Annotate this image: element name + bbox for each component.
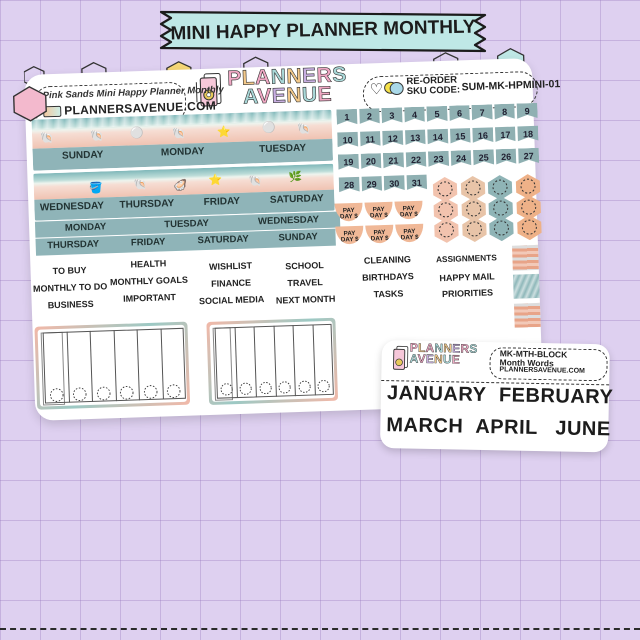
svg-text:⭐: ⭐ — [208, 173, 222, 186]
svg-text:🐚: 🐚 — [40, 131, 54, 144]
svg-text:🪣: 🪣 — [89, 181, 103, 194]
svg-text:🐚: 🐚 — [297, 122, 311, 135]
svg-text:⭐: ⭐ — [217, 125, 231, 138]
svg-text:🌿: 🌿 — [288, 170, 302, 183]
svg-text:🐚: 🐚 — [172, 127, 186, 140]
svg-text:🐚: 🐚 — [134, 178, 148, 191]
svg-text:⚪: ⚪ — [130, 126, 144, 139]
svg-text:🐚: 🐚 — [248, 174, 262, 187]
svg-text:⚪: ⚪ — [262, 121, 276, 134]
svg-text:🐚: 🐚 — [90, 129, 104, 142]
svg-text:🦪: 🦪 — [174, 178, 188, 192]
